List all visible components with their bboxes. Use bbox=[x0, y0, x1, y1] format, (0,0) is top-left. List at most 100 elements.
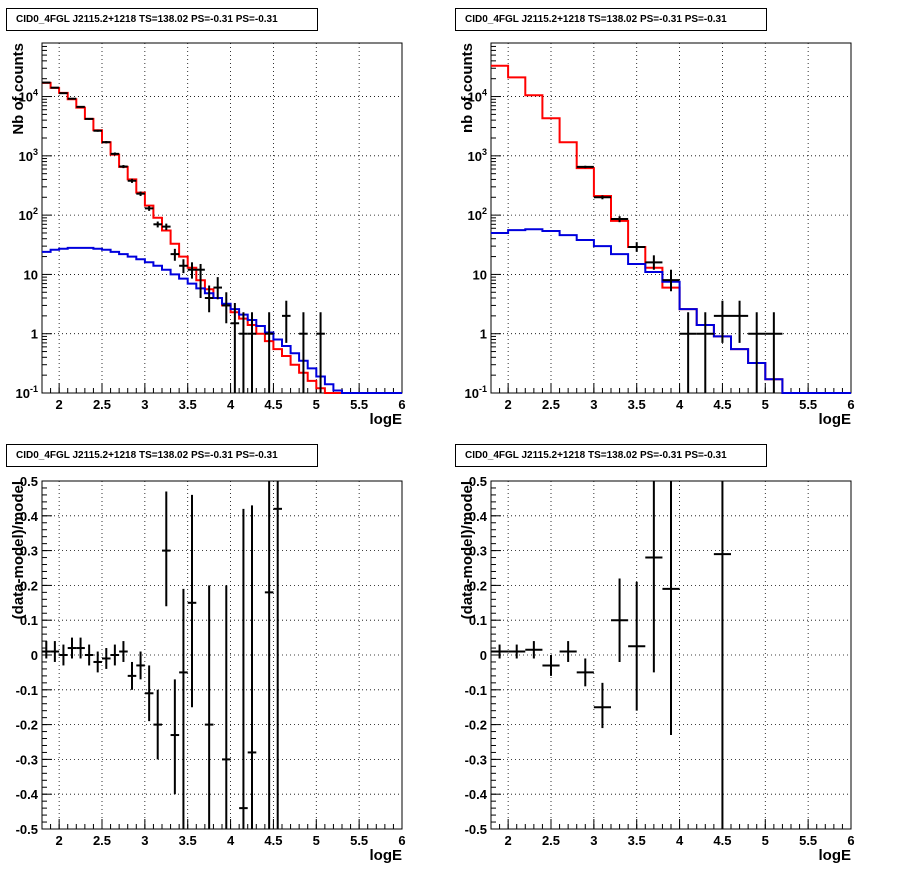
data-point bbox=[611, 578, 629, 662]
data-point bbox=[713, 300, 731, 343]
x-tick-label: 5 bbox=[313, 397, 320, 412]
data-point bbox=[67, 97, 77, 100]
data-point bbox=[67, 637, 77, 659]
x-tick-label: 5.5 bbox=[799, 397, 817, 412]
data-point bbox=[179, 259, 188, 274]
data-point bbox=[247, 505, 257, 829]
y-tick-label: 10-1 bbox=[465, 384, 487, 401]
x-tick-label: 6 bbox=[847, 833, 854, 848]
data-point bbox=[299, 312, 308, 393]
panel-2: 2 2.5 3 3.5 4 4.5 5 5.5 6 -0.5 -0.4 -0.3 -0.2 -0.1 0 0.… bbox=[10, 474, 406, 864]
y-tick-label: -0.4 bbox=[465, 787, 488, 802]
x-axis-title: logE bbox=[819, 411, 852, 428]
x-tick-label: 4 bbox=[676, 833, 684, 848]
y-tick-label: -0.1 bbox=[16, 683, 38, 698]
data-point bbox=[93, 651, 102, 673]
y-tick-label: 0.1 bbox=[20, 613, 38, 628]
x-tick-label: 4.5 bbox=[264, 397, 282, 412]
data-point bbox=[84, 644, 94, 666]
data-point bbox=[153, 221, 162, 228]
y-tick-label: -0.3 bbox=[16, 752, 38, 767]
data-point bbox=[179, 588, 188, 829]
data-point bbox=[187, 494, 197, 708]
data-point bbox=[282, 300, 291, 343]
x-tick-label: 2.5 bbox=[542, 397, 560, 412]
data-point bbox=[59, 644, 68, 666]
x-tick-label: 3 bbox=[141, 397, 148, 412]
data-point bbox=[264, 312, 274, 393]
x-axis-title: logE bbox=[370, 847, 403, 864]
data-point bbox=[230, 302, 240, 393]
data-point bbox=[696, 312, 714, 393]
y-tick-label: 0.5 bbox=[469, 474, 487, 489]
x-tick-label: 6 bbox=[847, 397, 854, 412]
x-tick-label: 2 bbox=[56, 397, 63, 412]
data-point bbox=[765, 312, 783, 393]
data-point bbox=[593, 195, 611, 200]
panel-title-bottom-left: CID0_4FGL J2115.2+1218 TS=138.02 PS=-0.3… bbox=[6, 444, 318, 467]
y-tick-label: 0.1 bbox=[469, 613, 487, 628]
x-tick-label: 4 bbox=[227, 397, 235, 412]
x-tick-label: 3.5 bbox=[179, 397, 197, 412]
data-point bbox=[316, 312, 325, 393]
x-tick-label: 4.5 bbox=[264, 833, 282, 848]
x-tick-label: 6 bbox=[398, 833, 405, 848]
x-tick-label: 2 bbox=[505, 833, 512, 848]
y-axis-title: (data-model)/model bbox=[10, 481, 27, 619]
y-tick-label: 0.4 bbox=[20, 509, 39, 524]
data-point bbox=[508, 644, 526, 659]
data-point bbox=[136, 651, 145, 680]
data-point bbox=[162, 223, 171, 231]
data-point bbox=[42, 81, 51, 84]
data-point bbox=[153, 689, 162, 760]
data-point bbox=[628, 242, 646, 252]
x-tick-label: 5.5 bbox=[350, 397, 368, 412]
y-tick-label: 103 bbox=[468, 147, 487, 164]
y-tick-label: -0.1 bbox=[465, 683, 487, 698]
data-point bbox=[110, 152, 120, 156]
panel-1: 2 2.5 3 3.5 4 4.5 5 5.5 610-1110102103104logEnb … bbox=[459, 42, 855, 428]
data-point bbox=[264, 481, 274, 829]
x-tick-label: 3 bbox=[590, 833, 597, 848]
x-tick-label: 4.5 bbox=[713, 397, 731, 412]
data-point bbox=[204, 585, 214, 829]
data-point bbox=[144, 206, 154, 211]
x-tick-label: 6 bbox=[398, 397, 405, 412]
data-point bbox=[593, 682, 611, 729]
y-tick-label: 0.3 bbox=[469, 544, 487, 559]
data-point bbox=[559, 641, 577, 662]
y-axis-title: nb of counts bbox=[459, 43, 476, 133]
data-point bbox=[679, 312, 697, 393]
y-tick-label: 0.2 bbox=[469, 578, 487, 593]
x-axis-title: logE bbox=[370, 411, 403, 428]
y-tick-label: 0.4 bbox=[469, 509, 488, 524]
x-tick-label: 2.5 bbox=[93, 833, 111, 848]
data-point bbox=[662, 481, 680, 736]
data-point bbox=[59, 92, 68, 95]
panel-title-top-left: CID0_4FGL J2115.2+1218 TS=138.02 PS=-0.3… bbox=[6, 8, 318, 31]
data-point bbox=[170, 679, 180, 795]
data-point bbox=[127, 178, 137, 183]
data-point bbox=[127, 661, 137, 690]
data-point bbox=[102, 648, 111, 669]
y-tick-label: 0.2 bbox=[20, 578, 38, 593]
y-tick-label: 102 bbox=[468, 206, 487, 223]
y-tick-label: -0.5 bbox=[465, 822, 487, 837]
data-point bbox=[84, 117, 94, 120]
y-tick-label: -0.5 bbox=[16, 822, 38, 837]
data-point bbox=[611, 216, 629, 223]
data-point bbox=[196, 263, 205, 299]
data-point bbox=[645, 255, 663, 270]
data-point bbox=[239, 312, 248, 393]
y-tick-label: 10-1 bbox=[16, 384, 38, 401]
data-point bbox=[731, 300, 749, 343]
data-point bbox=[491, 644, 509, 659]
data-point bbox=[525, 641, 543, 659]
data-point bbox=[93, 129, 102, 132]
x-tick-label: 4 bbox=[676, 397, 684, 412]
x-tick-label: 2.5 bbox=[542, 833, 560, 848]
data-point bbox=[713, 481, 731, 829]
x-tick-label: 5 bbox=[762, 397, 769, 412]
y-tick-label: -0.3 bbox=[465, 752, 487, 767]
